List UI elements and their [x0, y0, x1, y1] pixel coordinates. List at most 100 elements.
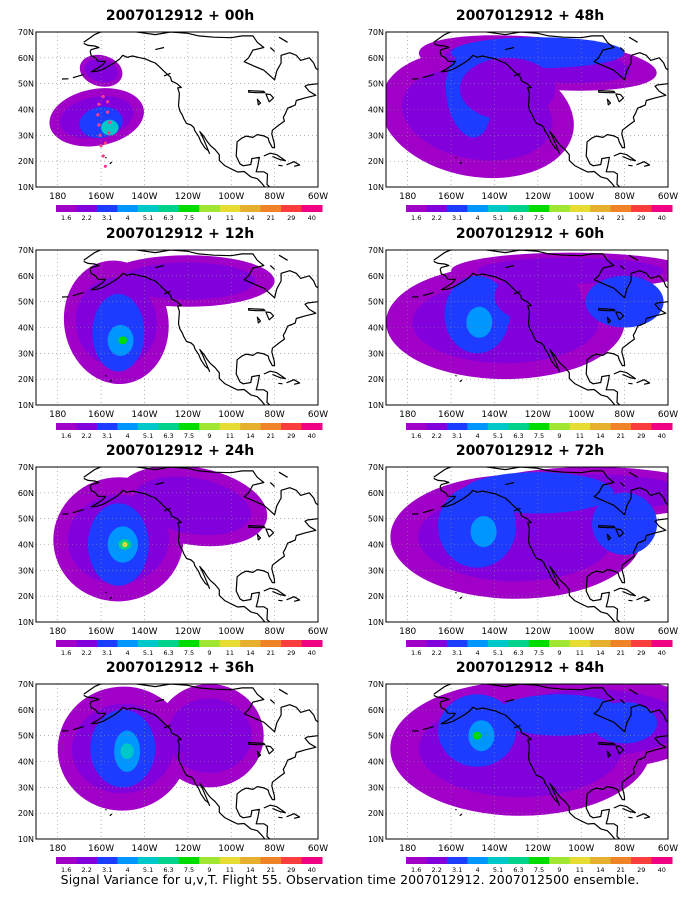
coastline — [433, 42, 616, 187]
colorbar-label: 6.3 — [163, 866, 173, 872]
colorbar-label: 4 — [476, 214, 480, 220]
variance-contour — [466, 306, 493, 338]
coastlines — [61, 684, 318, 839]
island — [455, 808, 457, 811]
coastline — [278, 382, 283, 385]
coastline — [83, 694, 266, 839]
flight-track — [96, 95, 112, 168]
latitude-label: 10N — [368, 183, 384, 192]
colorbar-label: 2.2 — [82, 866, 92, 872]
latitude-label: 40N — [18, 758, 34, 767]
colorbar-swatch — [406, 423, 427, 430]
colorbar-swatch — [569, 857, 591, 864]
latitude-label: 70N — [18, 680, 34, 689]
island — [527, 462, 542, 463]
map-svg: 10N 20N 30N 40N 50N 60N 70N 180 160W 140W 120W 100W… — [368, 675, 678, 872]
observation-point — [101, 154, 105, 158]
coastline — [263, 587, 287, 597]
colorbar-label: 11 — [226, 432, 234, 438]
colorbar-label: 1.6 — [61, 649, 71, 655]
coastlines — [61, 245, 318, 405]
colorbar-label: 11 — [576, 432, 584, 438]
longitude-label: 180 — [49, 844, 66, 854]
island — [269, 265, 276, 270]
colorbar-label: 9 — [207, 866, 211, 872]
longitude-label: 120W — [525, 844, 551, 854]
longitude-label: 120W — [175, 627, 201, 637]
coastline — [263, 370, 287, 380]
island — [289, 757, 293, 760]
colorbar-label: 5.1 — [143, 214, 153, 220]
colorbar-label: 40 — [308, 214, 316, 220]
longitude-label: 160W — [88, 192, 114, 202]
colorbar-label: 29 — [287, 432, 295, 438]
colorbar-label: 7.5 — [534, 649, 544, 655]
colorbar-swatch — [158, 640, 180, 647]
island — [177, 245, 192, 246]
colorbar-label: 6.3 — [163, 214, 173, 220]
observation-point — [106, 110, 110, 114]
map-panel: 2007012912 + 00h 10N 20N 30N 40N 50N 60N 70N 180… — [10, 0, 350, 220]
map-frame — [385, 683, 669, 840]
map-panel: 2007012912 + 12h 10N 20N 30N 40N 50N 60N 70N 180… — [10, 218, 350, 438]
latitude-label: 50N — [18, 80, 34, 89]
coastline — [278, 816, 283, 819]
colorbar-label: 21 — [617, 649, 625, 655]
great-lake — [265, 311, 275, 321]
island — [639, 540, 643, 543]
island — [105, 591, 107, 594]
longitude-label: 180 — [399, 192, 416, 202]
colorbar-swatch — [96, 205, 118, 212]
island — [105, 374, 107, 377]
latitude-label: 30N — [18, 566, 34, 575]
panel-title: 2007012912 + 12h — [105, 226, 255, 242]
colorbar-swatch — [508, 423, 530, 430]
map-panel: 2007012912 + 60h 10N 20N 30N 40N 50N 60N 70N 180… — [360, 218, 700, 438]
island — [513, 72, 521, 77]
colorbar-label: 6.3 — [163, 432, 173, 438]
colorbar-swatch — [487, 857, 509, 864]
colorbar-swatch — [590, 857, 612, 864]
island — [560, 30, 575, 31]
colorbar-label: 3.1 — [102, 649, 112, 655]
coastline — [286, 596, 301, 602]
coastline — [613, 587, 637, 597]
colorbar-label: 40 — [308, 649, 316, 655]
latitude-label: 20N — [368, 157, 384, 166]
colorbar-swatch — [610, 640, 632, 647]
colorbar-swatch — [610, 205, 632, 212]
island — [278, 688, 288, 695]
colorbar-label: 40 — [658, 866, 666, 872]
island — [616, 675, 629, 677]
coastlines — [411, 250, 668, 405]
great-lake — [256, 533, 262, 541]
colorbar-swatch — [281, 640, 303, 647]
longitude-label: 80W — [264, 192, 284, 202]
coastline — [433, 694, 616, 839]
colorbar-label: 14 — [246, 214, 254, 220]
colorbar-label: 4 — [476, 432, 480, 438]
latitude-label: 10N — [368, 401, 384, 410]
colorbar-label: 40 — [658, 214, 666, 220]
colorbar-label: 6.3 — [513, 649, 523, 655]
island — [163, 724, 171, 729]
island — [455, 591, 457, 594]
colorbar-swatch — [569, 205, 591, 212]
observation-point — [108, 120, 112, 124]
island — [616, 458, 629, 460]
colorbar-label: 2.2 — [82, 214, 92, 220]
island — [628, 254, 638, 261]
colorbar-label: 3.1 — [452, 866, 462, 872]
colorbar-swatch — [528, 423, 550, 430]
map-svg: 10N 20N 30N 40N 50N 60N 70N 180 160W 140W 120W 100W… — [368, 246, 678, 438]
latitude-label: 60N — [368, 489, 384, 498]
latitude-label: 30N — [18, 783, 34, 792]
colorbar-swatch — [117, 423, 139, 430]
colorbar-label: 29 — [287, 649, 295, 655]
colorbar-label: 14 — [596, 432, 604, 438]
coastline — [433, 32, 668, 187]
colorbar-label: 1.6 — [61, 214, 71, 220]
coastline — [433, 467, 668, 622]
colorbar-swatch — [117, 640, 139, 647]
colorbar-label: 21 — [267, 432, 275, 438]
